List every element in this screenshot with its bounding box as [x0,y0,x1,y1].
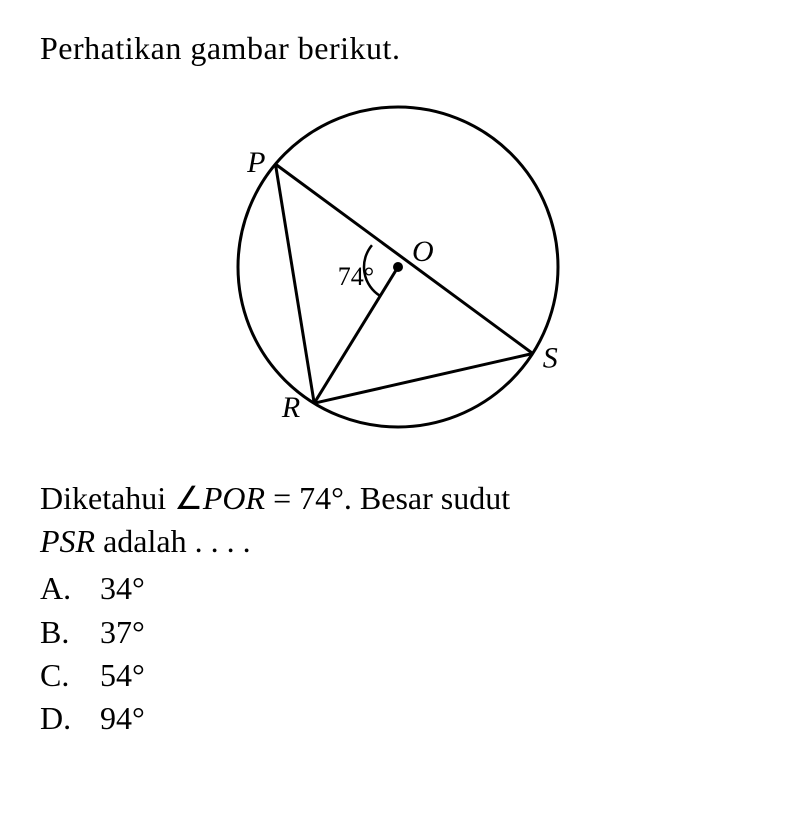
given-suffix: . Besar sudut [344,480,510,516]
option-a: A. 34° [40,567,756,610]
option-d-value: 94° [100,697,145,740]
option-b-letter: B. [40,611,100,654]
diagram-container: 74° P R S O [40,77,756,457]
question-prompt: Perhatikan gambar berikut. [40,30,756,67]
option-a-value: 34° [100,567,145,610]
line2-rest: adalah . . . . [95,523,251,559]
svg-text:O: O [412,235,434,268]
equals-sign: = [265,480,299,516]
given-statement: Diketahui ∠POR = 74°. Besar sudut PSR ad… [40,477,756,563]
option-c-value: 54° [100,654,145,697]
angle-symbol: ∠ [174,480,203,516]
svg-text:R: R [281,391,300,424]
given-prefix: Diketahui [40,480,174,516]
option-c-letter: C. [40,654,100,697]
option-c: C. 54° [40,654,756,697]
svg-text:74°: 74° [338,262,374,291]
angle-name: POR [203,480,265,516]
option-a-letter: A. [40,567,100,610]
option-d-letter: D. [40,697,100,740]
option-b: B. 37° [40,611,756,654]
option-b-value: 37° [100,611,145,654]
svg-text:P: P [246,146,265,179]
svg-text:S: S [543,342,558,375]
angle-value: 74° [299,480,344,516]
option-d: D. 94° [40,697,756,740]
options-list: A. 34° B. 37° C. 54° D. 94° [40,567,756,740]
psr-var: PSR [40,523,95,559]
circle-diagram: 74° P R S O [208,77,588,457]
